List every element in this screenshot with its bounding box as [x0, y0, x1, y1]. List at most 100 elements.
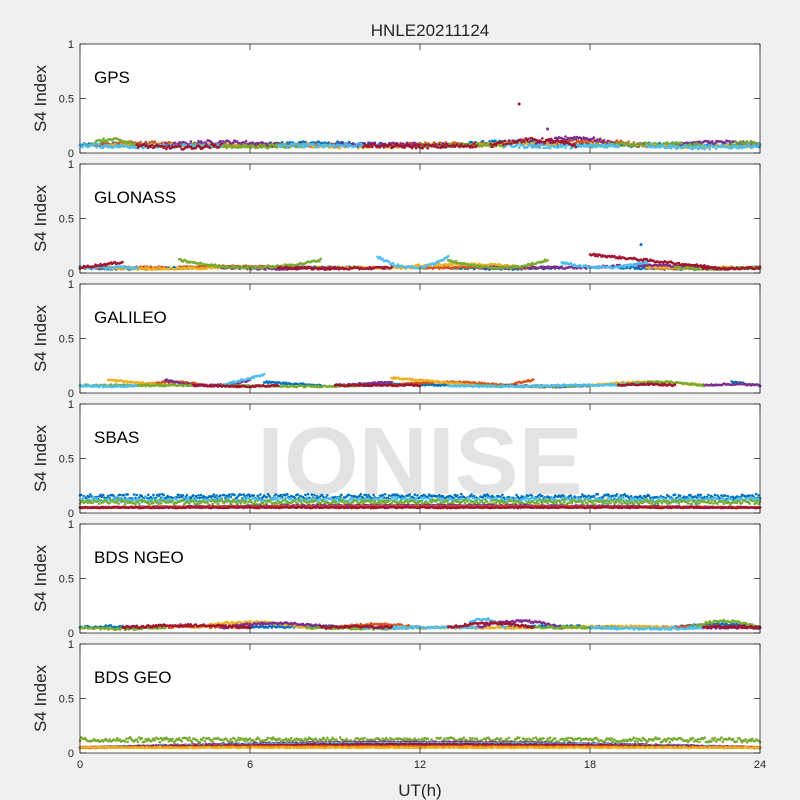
data-point — [510, 142, 513, 145]
y-tick-label: 1 — [68, 159, 74, 171]
data-point — [208, 146, 212, 150]
data-point — [444, 146, 448, 149]
data-point — [700, 147, 704, 150]
data-point — [382, 146, 386, 149]
data-point — [696, 147, 700, 151]
data-point — [708, 148, 712, 151]
data-point — [438, 143, 441, 146]
data-point — [219, 139, 222, 143]
data-point — [756, 145, 759, 148]
panel-label: GLONASS — [94, 188, 176, 207]
data-point — [381, 143, 385, 146]
data-point — [413, 144, 417, 148]
data-point — [269, 145, 272, 149]
data-point — [319, 257, 323, 261]
data-point — [322, 145, 325, 149]
data-point — [526, 137, 530, 141]
data-point — [507, 139, 511, 143]
data-point — [564, 146, 567, 150]
data-point — [501, 140, 504, 144]
data-point — [546, 141, 549, 145]
data-point — [425, 143, 428, 147]
data-point — [441, 142, 445, 145]
data-point — [642, 144, 646, 148]
data-point — [369, 143, 373, 146]
data-point — [301, 142, 305, 146]
data-point — [666, 141, 669, 145]
data-point — [302, 145, 306, 149]
data-point — [535, 146, 539, 149]
data-point — [749, 139, 753, 143]
data-point — [268, 143, 271, 146]
data-point — [242, 143, 245, 146]
data-point — [381, 257, 385, 261]
data-point — [174, 141, 177, 145]
data-point — [346, 145, 350, 149]
chart-title: HNLE20211124 — [371, 21, 489, 40]
data-point — [184, 143, 187, 147]
data-point — [702, 144, 705, 148]
data-point — [373, 142, 377, 146]
data-point — [274, 143, 278, 147]
data-point — [189, 140, 193, 143]
data-point — [502, 143, 506, 146]
data-point — [471, 145, 475, 149]
data-point — [548, 141, 552, 144]
data-point — [235, 140, 239, 143]
data-point — [691, 147, 695, 151]
data-point — [578, 141, 581, 145]
data-point — [345, 143, 348, 146]
data-point — [667, 146, 670, 149]
data-point — [213, 143, 217, 146]
data-point — [627, 141, 630, 145]
data-point — [296, 142, 300, 146]
data-point — [544, 143, 548, 147]
data-point — [573, 143, 576, 146]
data-point — [139, 140, 142, 144]
data-point — [261, 141, 265, 145]
data-point — [562, 137, 566, 141]
data-point — [574, 137, 578, 141]
data-point — [680, 141, 683, 145]
data-point — [102, 137, 105, 140]
data-point — [426, 147, 430, 150]
data-point — [150, 143, 154, 147]
data-point — [481, 140, 485, 143]
outlier-point — [546, 127, 549, 131]
data-point — [564, 135, 567, 138]
data-point — [734, 144, 737, 147]
data-point — [95, 146, 98, 149]
data-point — [291, 142, 294, 146]
data-point — [436, 146, 440, 149]
data-point — [703, 147, 706, 151]
data-point — [387, 260, 391, 264]
panel-background — [80, 164, 760, 273]
data-point — [318, 260, 321, 263]
data-point — [144, 140, 147, 144]
data-point — [503, 139, 507, 143]
outlier-point — [517, 102, 521, 106]
x-axis-label: UT(h) — [398, 781, 441, 800]
data-point — [519, 138, 522, 141]
data-point — [266, 146, 270, 150]
data-point — [414, 146, 418, 150]
y-tick-label: 1 — [68, 39, 74, 51]
data-point — [631, 143, 634, 147]
data-point — [179, 141, 182, 144]
data-point — [520, 140, 523, 144]
data-point — [530, 146, 534, 149]
data-point — [259, 143, 262, 147]
data-point — [244, 139, 248, 143]
data-point — [229, 144, 232, 147]
data-point — [653, 141, 656, 145]
data-point — [649, 145, 652, 149]
data-point — [217, 145, 221, 149]
data-point — [390, 265, 394, 269]
data-point — [489, 142, 493, 146]
data-point — [592, 136, 596, 139]
data-point — [341, 142, 345, 145]
data-point — [403, 146, 406, 150]
data-point — [295, 145, 298, 149]
